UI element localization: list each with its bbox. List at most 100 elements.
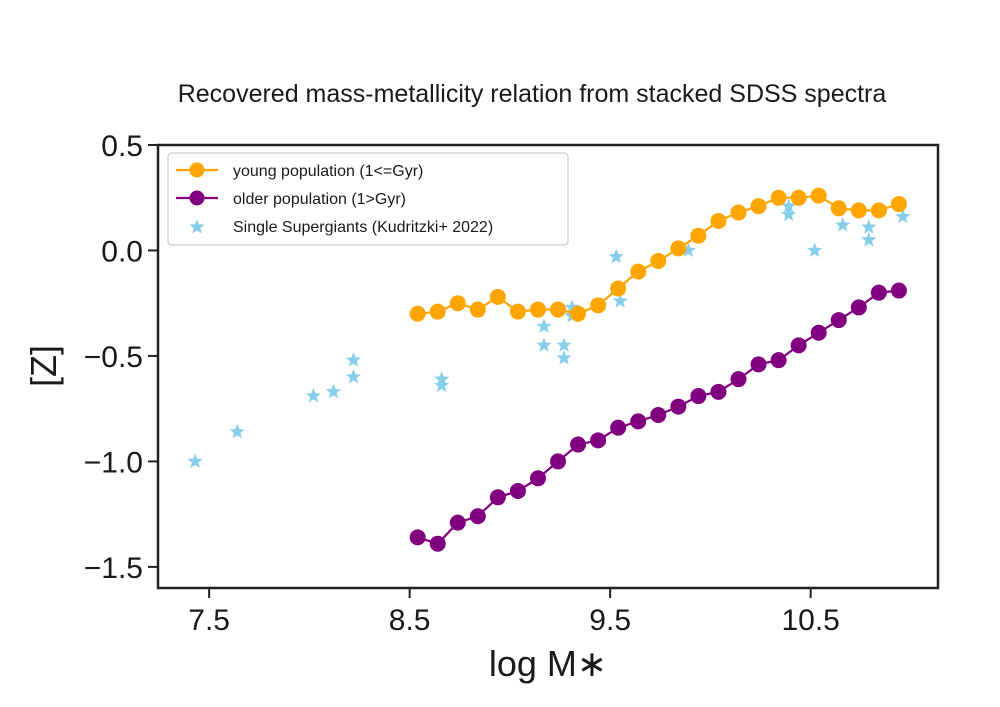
data-point xyxy=(610,280,627,297)
data-point xyxy=(770,189,787,206)
data-point xyxy=(690,227,707,244)
data-point xyxy=(890,196,907,213)
x-axis-label: log M∗ xyxy=(489,643,607,684)
data-point xyxy=(489,489,506,506)
data-point xyxy=(670,240,687,257)
legend-marker-young xyxy=(189,162,205,178)
star-point xyxy=(187,453,203,468)
legend-label-older: older population (1>Gyr) xyxy=(233,191,406,208)
star-point xyxy=(680,242,696,257)
data-point xyxy=(650,407,667,424)
x-axis: 7.5 8.5 9.5 10.5 xyxy=(188,588,840,637)
y-tick-label: −0.5 xyxy=(84,341,143,374)
data-point xyxy=(690,388,707,405)
data-point xyxy=(770,352,787,369)
y-axis: 0.5 0.0 −0.5 −1.0 −1.5 xyxy=(84,130,158,585)
legend-box xyxy=(167,152,569,246)
star-point xyxy=(608,248,624,264)
data-point xyxy=(850,202,867,219)
data-point xyxy=(710,383,727,400)
data-point xyxy=(489,288,506,305)
data-point xyxy=(429,535,446,552)
star-point xyxy=(305,388,322,403)
data-point xyxy=(710,212,727,229)
y-tick-label: 0.5 xyxy=(101,130,143,163)
star-point xyxy=(781,206,797,222)
data-point xyxy=(509,303,526,320)
star-point xyxy=(325,383,342,399)
data-point xyxy=(850,299,867,316)
star-point xyxy=(564,299,580,314)
data-point xyxy=(730,204,747,221)
data-point xyxy=(830,312,847,329)
chart-title: Recovered mass-metallicity relation from… xyxy=(178,80,887,108)
series-young xyxy=(409,187,907,322)
data-point xyxy=(449,295,466,312)
data-point xyxy=(810,324,827,341)
x-tick-label: 10.5 xyxy=(781,604,839,637)
star-point xyxy=(895,208,911,224)
legend-entry-older: older population (1>Gyr) xyxy=(176,190,406,208)
y-axis-label: [Z] xyxy=(23,345,64,387)
data-point xyxy=(590,297,607,314)
data-point xyxy=(650,253,667,270)
x-tick-label: 8.5 xyxy=(389,604,431,637)
data-point xyxy=(790,189,807,206)
data-point xyxy=(570,305,587,322)
data-point xyxy=(870,284,887,301)
data-point xyxy=(509,482,526,499)
legend-entry-young: young population (1<=Gyr) xyxy=(176,162,423,180)
data-point xyxy=(550,301,567,318)
data-point xyxy=(730,371,747,388)
x-tick-label: 9.5 xyxy=(589,604,631,637)
star-point xyxy=(556,350,572,365)
data-point xyxy=(610,419,627,436)
data-point xyxy=(409,305,426,322)
data-point xyxy=(590,432,607,449)
axes-frame xyxy=(156,143,940,590)
data-point xyxy=(810,187,827,204)
legend-label-young: young population (1<=Gyr) xyxy=(233,163,423,180)
data-point xyxy=(529,301,546,318)
legend: young population (1<=Gyr) older populati… xyxy=(167,152,569,246)
y-tick-label: −1.0 xyxy=(84,446,143,479)
star-point xyxy=(807,242,823,257)
data-point xyxy=(529,470,546,487)
y-tick-label: −1.5 xyxy=(84,552,143,585)
data-point xyxy=(429,303,446,320)
star-point xyxy=(861,219,877,234)
legend-marker-star xyxy=(189,219,205,234)
plot-area xyxy=(156,143,940,590)
star-point xyxy=(556,337,572,352)
data-point xyxy=(630,413,647,430)
legend-entry-supergiants: Single Supergiants (Kudritzki+ 2022) xyxy=(189,219,493,236)
series-older xyxy=(409,282,907,552)
star-point xyxy=(536,337,552,352)
star-point xyxy=(861,231,877,247)
data-point xyxy=(750,356,767,373)
data-point xyxy=(570,436,587,453)
data-point xyxy=(550,453,567,470)
data-point xyxy=(469,508,486,525)
x-tick-label: 7.5 xyxy=(188,604,230,637)
star-point xyxy=(536,318,552,333)
legend-marker-older xyxy=(189,190,205,206)
data-point xyxy=(630,263,647,280)
star-point xyxy=(434,377,450,392)
data-point xyxy=(790,337,807,354)
legend-label-supergiants: Single Supergiants (Kudritzki+ 2022) xyxy=(233,219,493,236)
star-point xyxy=(345,352,362,367)
star-point xyxy=(345,369,362,384)
data-point xyxy=(750,198,767,215)
star-point xyxy=(229,423,245,439)
data-point xyxy=(670,398,687,415)
star-point xyxy=(835,217,851,232)
data-point xyxy=(830,200,847,217)
star-point xyxy=(781,198,797,213)
data-point xyxy=(409,529,426,546)
data-point xyxy=(870,202,887,219)
star-point xyxy=(612,293,628,308)
data-point xyxy=(449,514,466,531)
data-point xyxy=(890,282,907,299)
